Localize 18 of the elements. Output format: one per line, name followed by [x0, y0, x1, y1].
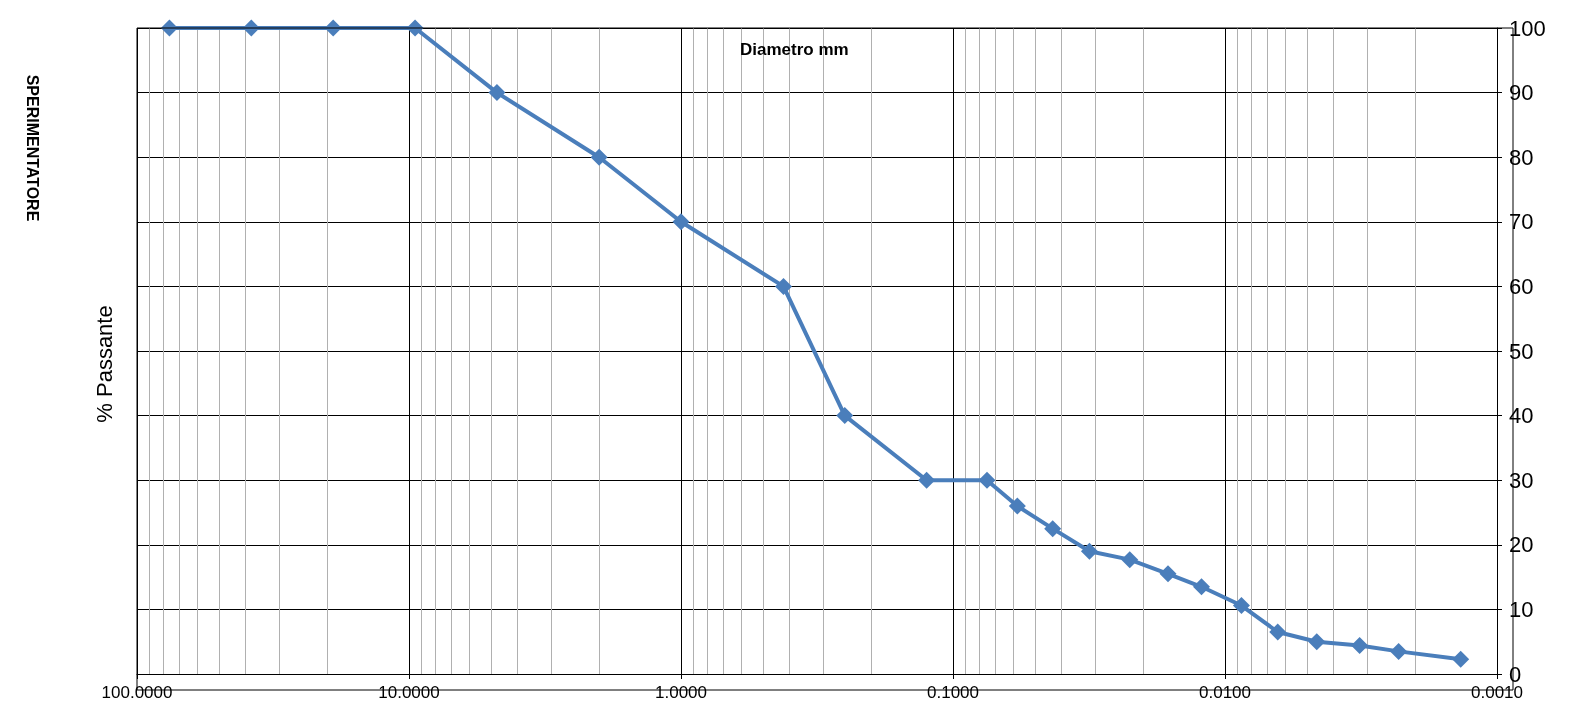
x-tick-label: 1.0000	[655, 683, 707, 702]
x-tick-label: 100.0000	[101, 683, 173, 702]
y-tick-label: 40	[1509, 403, 1534, 429]
y-tick-label: 100	[1509, 15, 1546, 41]
y-tick-label: 80	[1509, 144, 1534, 170]
y-tick-label: 90	[1509, 80, 1534, 106]
y-tick-label: 70	[1509, 209, 1534, 235]
y-tick-label: 60	[1509, 273, 1534, 299]
x-tick-label: 10.0000	[378, 683, 440, 702]
y-tick-label: 30	[1509, 467, 1534, 493]
x-tick-label: 0.1000	[927, 683, 979, 702]
y-axis-title: % Passante	[91, 305, 117, 423]
text: Diametro mm	[740, 40, 849, 59]
y-tick-label: 20	[1509, 532, 1534, 558]
x-tick-label: 0.0100	[1199, 683, 1251, 702]
y-tick-label: 10	[1509, 596, 1534, 622]
y-tick-label: 50	[1509, 338, 1534, 364]
text: SPERIMENTATORE	[23, 74, 41, 222]
